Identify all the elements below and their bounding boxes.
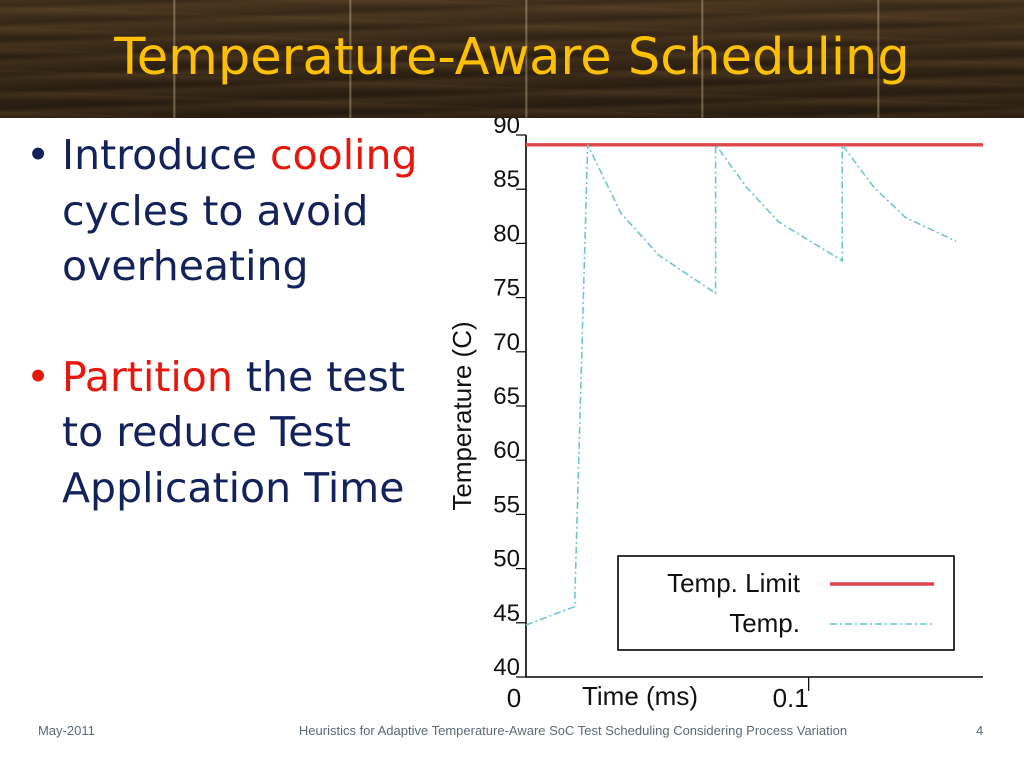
x-axis-title: Time (ms) [582, 681, 698, 711]
footer-date: May-2011 [38, 723, 95, 738]
y-tick-label: 55 [493, 491, 520, 518]
x-tick-label: 0.1 [773, 683, 809, 713]
y-tick-label: 45 [493, 600, 520, 627]
x-tick-label: 0 [507, 683, 521, 713]
legend-label: Temp. Limit [667, 568, 801, 598]
bullet-item-2: • Partition the test to reduce Test Appl… [26, 350, 446, 517]
y-tick-label: 70 [493, 329, 520, 356]
bullet-1-highlight: cooling [270, 131, 418, 179]
legend-label: Temp. [729, 608, 800, 638]
bullet-dot: • [26, 131, 51, 179]
y-tick-label: 90 [493, 118, 520, 139]
title-banner [0, 0, 1024, 118]
y-tick-label: 60 [493, 437, 520, 464]
bullet-list: • Introduce cooling cycles to avoid over… [26, 128, 446, 516]
bullet-item-1: • Introduce cooling cycles to avoid over… [26, 128, 446, 295]
y-tick-label: 50 [493, 546, 520, 573]
bullet-1-post: cycles to avoid overheating [62, 186, 369, 291]
temp-line [525, 142, 957, 626]
y-tick-label: 85 [493, 166, 520, 193]
y-tick-label: 75 [493, 275, 520, 302]
legend-box [617, 555, 955, 651]
y-tick-label: 65 [493, 383, 520, 410]
chart-svg: 40 45 50 55 60 65 70 75 80 85 90 0 0.1 Time (ms) Tempe… [447, 118, 983, 713]
temperature-chart: 40 45 50 55 60 65 70 75 80 85 90 0 0.1 Time (ms) Tempe… [442, 118, 984, 716]
y-axis-title: Temperature (C) [447, 321, 477, 510]
y-tick-label: 80 [493, 220, 520, 247]
bullet-2-post: the test to reduce Test Application Time [62, 352, 405, 512]
bullet-dot: • [26, 352, 51, 401]
page-number: 4 [976, 723, 984, 738]
bullet-2-highlight: Partition [62, 352, 233, 401]
bullet-1-pre: Introduce [62, 131, 271, 179]
slide-title: Temperature-Aware Scheduling [114, 28, 910, 87]
y-tick-label: 40 [493, 654, 520, 681]
footer-title: Heuristics for Adaptive Temperature-Awar… [298, 723, 848, 738]
